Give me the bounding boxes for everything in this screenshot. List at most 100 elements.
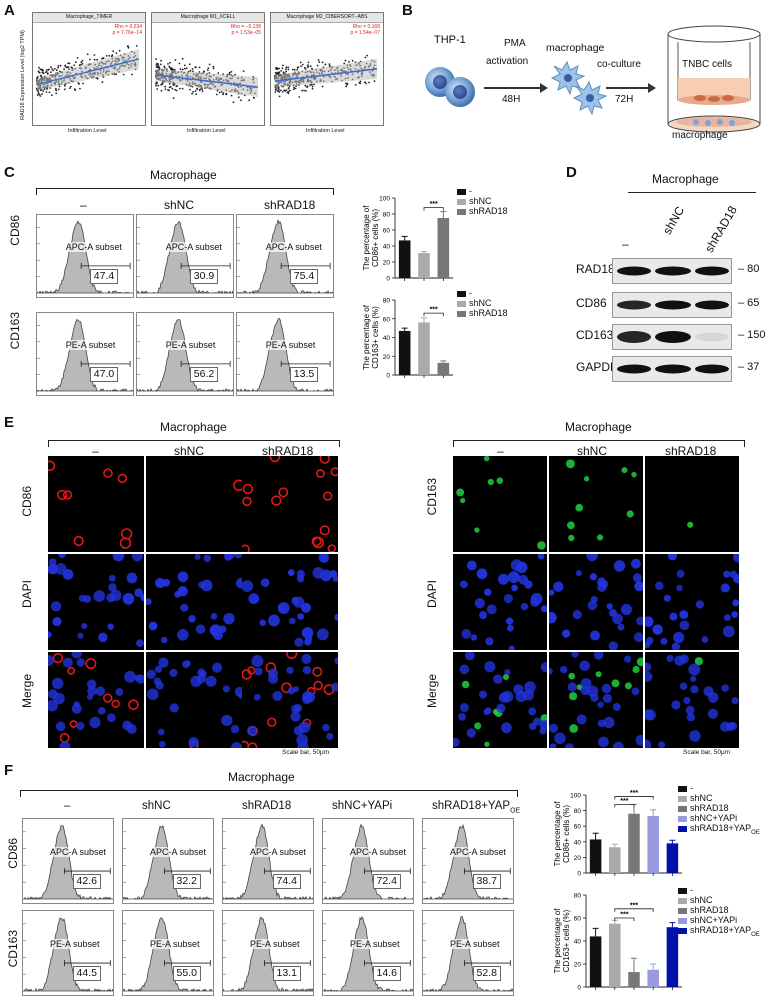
legend-label: - [690,885,693,895]
nucleus [559,665,568,674]
nucleus [579,660,590,672]
legend-item: - [678,885,693,895]
cd86-signal [242,483,254,495]
scatter-point [313,83,315,86]
nucleus [639,739,652,751]
nucleus [703,686,714,697]
f-group-label: shRAD18+YAPOE [432,800,521,815]
cd163-signal [565,459,575,469]
nucleus [548,589,555,596]
scatter-point [343,62,346,65]
gate-subset-label: PE-A subset [150,938,200,949]
cd163-signal [597,534,604,541]
scatter-point [311,85,314,88]
nucleus [528,707,537,716]
regression-line [274,68,378,82]
histogram-svg [37,220,133,294]
significance-bracket [614,908,654,912]
nucleus [612,741,624,753]
chart-f-cd86: 0 20 40 60 80 100 The percentage of CD86+ cells… [530,783,770,883]
cd86-signal [119,537,132,549]
significance-bracket [423,207,444,211]
y-tick-label: 60 [383,228,391,235]
nucleus [224,552,233,561]
gate-value: 42.6 [72,874,101,890]
scatter-point [252,96,255,99]
scatter-title: Macrophage M1_XCELL [152,13,264,23]
nucleus [124,670,137,683]
scatter-point [66,66,69,68]
histogram-svg [223,823,313,900]
scatter-point [295,85,297,87]
scatter-point [168,82,171,85]
panel-label-b: B [402,2,413,19]
nucleus [707,708,719,719]
scatter-point [192,70,194,73]
gate-value: 56.2 [189,366,219,382]
nucleus [334,613,342,621]
e-right-group-label: shRAD18 [665,444,717,458]
scatter-point [299,61,302,64]
blot-strip [612,324,732,350]
scatter-point [59,64,62,67]
scatter-svg [36,45,140,97]
bar [589,839,602,873]
scatter-point [169,61,171,64]
cd86-signal [233,479,245,492]
scatter-point [58,85,61,88]
nucleus [575,570,582,577]
scatter-point [301,89,303,92]
flow-histogram: PE-A subset 14.6 [322,910,414,996]
nucleus [106,593,116,603]
bar [628,972,640,987]
scatter-point [159,63,162,66]
nucleus [71,647,82,659]
schematic-svg [425,25,761,133]
cd86-signal [319,525,330,536]
y-axis-label: The percentage of [553,801,562,867]
scatter-svg [155,57,259,104]
nucleus [496,703,506,713]
confidence-band [156,68,258,98]
scatter-point [303,89,305,92]
nucleus [666,654,674,663]
micrograph [544,549,645,651]
scatter-svg [274,54,378,98]
nucleus [466,728,477,738]
micrograph [144,549,247,650]
gate-subset-label: APC-A subset [450,846,507,857]
nucleus [631,687,640,696]
scatter-point [53,67,56,70]
scatter-point [283,89,285,92]
scatter-point [41,93,43,95]
scatter-point [57,66,59,69]
scatter-point [317,59,320,61]
scatter-point [45,71,47,74]
scatter-point [364,81,366,84]
confidence-band [275,58,377,88]
e-left-group-label: – [92,444,99,458]
nucleus [77,632,84,639]
cd163-signal [483,455,490,462]
micrograph [240,451,340,555]
nucleus [131,550,143,562]
y-tick-label: 20 [383,260,391,267]
scatter-point [199,88,201,91]
bar [589,936,602,987]
nucleus [157,728,165,736]
scatter-point [156,88,159,90]
nucleus [523,689,534,701]
e-scale-left: Scale bar, 50μm [282,749,330,756]
scatter-point [163,66,166,69]
d-lane-shnc: shNC [660,204,688,237]
nucleus [136,639,144,647]
significance-label: *** [630,902,638,909]
nucleus [572,610,582,620]
nucleus [503,593,513,604]
nucleus [55,721,66,732]
histogram-svg [323,823,413,900]
nucleus [644,709,656,721]
scatter-plot: Macrophage M2_CIBERSORT−ABS Rho = 0.168 p… [270,12,384,126]
legend-swatch [457,198,466,205]
nucleus [485,637,494,646]
